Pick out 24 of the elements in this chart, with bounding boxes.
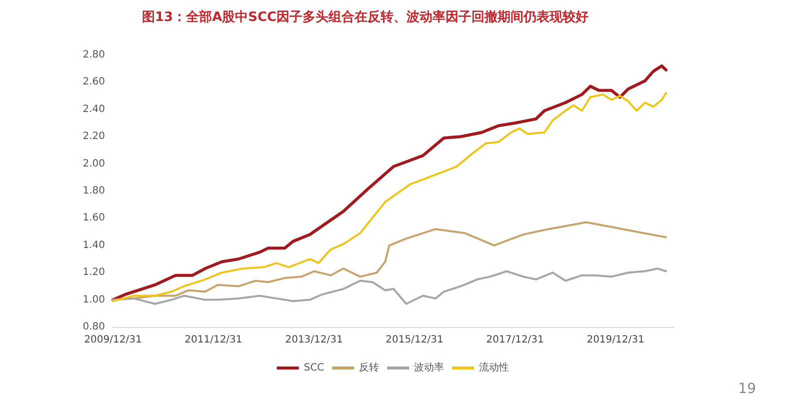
y-tick-label: 2.80: [82, 50, 105, 60]
x-tick-label: 2009/12/31: [84, 334, 142, 346]
x-tick-label: 2013/12/31: [285, 334, 343, 346]
legend-label: 流动性: [479, 362, 510, 374]
y-tick-label: 1.40: [82, 240, 105, 251]
legend-label: 波动率: [414, 362, 444, 374]
legend-label: 反转: [359, 362, 380, 374]
legend-label: SCC: [304, 362, 324, 374]
y-tick-label: 0.80: [82, 322, 105, 332]
x-tick-label: 2011/12/31: [184, 334, 242, 346]
y-tick-label: 1.80: [82, 186, 105, 196]
y-tick-label: 2.00: [82, 158, 105, 170]
text: 19: [738, 381, 756, 397]
y-tick-label: 2.20: [82, 131, 105, 142]
chart-title: 图13：全部A股中SCC因子多头组合在反转、波动率因子回撤期间仍表现较好: [142, 9, 589, 25]
y-tick-label: 2.60: [82, 76, 105, 88]
x-tick-label: 2015/12/31: [386, 334, 444, 346]
y-tick-label: 1.00: [82, 294, 105, 306]
y-tick-label: 2.40: [82, 104, 105, 115]
y-tick-label: 1.60: [82, 212, 105, 224]
x-tick-label: 2017/12/31: [486, 334, 544, 346]
x-tick-label: 2019/12/31: [586, 334, 644, 346]
line-series: [112, 268, 668, 305]
y-tick-label: 1.20: [82, 267, 105, 278]
